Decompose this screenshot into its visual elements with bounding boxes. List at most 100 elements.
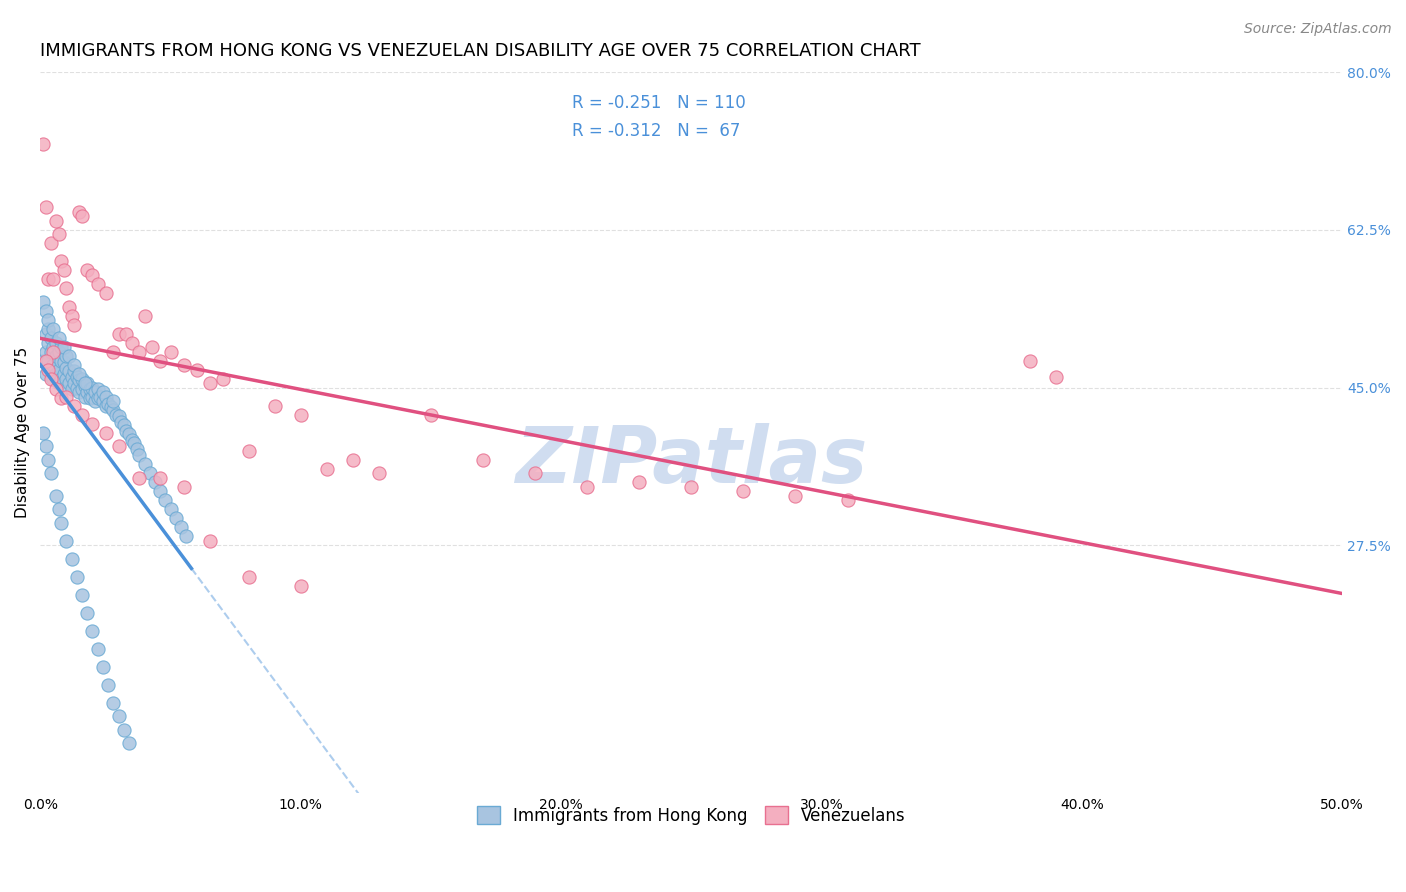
Point (121, 433, 143, 447)
Point (37, 322, 59, 336)
Point (238, 569, 260, 583)
Point (60, 309, 83, 323)
Point (342, 452, 364, 467)
Point (32, 295, 55, 310)
Point (91, 659, 114, 673)
Point (837, 493, 859, 508)
Point (174, 529, 197, 543)
Point (107, 439, 129, 453)
Point (76, 384, 98, 399)
Point (104, 408, 127, 422)
Point (94, 285, 117, 300)
Point (70, 210, 93, 224)
Point (128, 470, 150, 484)
Point (51, 371, 73, 385)
Point (55, 390, 77, 404)
Point (51, 516, 73, 530)
Point (115, 424, 138, 438)
Point (34, 353, 56, 368)
Point (107, 409, 129, 424)
Point (70, 382, 93, 396)
Point (115, 326, 138, 341)
Point (55, 371, 77, 385)
Point (32, 425, 55, 440)
Point (82, 624, 104, 638)
Point (70, 371, 93, 385)
Point (34, 201, 56, 215)
Point (82, 268, 104, 282)
Point (84, 384, 107, 399)
Point (70, 408, 93, 422)
Point (73, 378, 96, 392)
Point (37, 313, 59, 327)
Point (681, 479, 703, 493)
Point (42, 340, 65, 354)
Point (472, 452, 495, 467)
Point (420, 408, 443, 422)
Point (45, 489, 67, 503)
Point (211, 371, 233, 385)
Point (55, 349, 77, 363)
Point (69, 373, 91, 387)
Point (785, 489, 807, 503)
Text: R = -0.312   N =  67: R = -0.312 N = 67 (572, 122, 740, 140)
Point (290, 408, 312, 422)
Point (52, 263, 75, 277)
Point (73, 376, 96, 390)
Point (55, 360, 77, 375)
Point (149, 470, 172, 484)
Point (63, 318, 86, 332)
Text: Source: ZipAtlas.com: Source: ZipAtlas.com (1244, 22, 1392, 37)
Point (60, 369, 83, 384)
Point (51, 254, 73, 268)
Point (63, 364, 86, 378)
Point (76, 606, 98, 620)
Point (37, 353, 59, 368)
Point (52, 355, 75, 369)
Point (118, 736, 141, 750)
Point (159, 344, 181, 359)
Point (48, 362, 70, 376)
Point (63, 358, 86, 372)
Point (263, 399, 285, 413)
Point (66, 369, 89, 384)
Point (125, 442, 148, 456)
Point (134, 309, 156, 323)
Point (37, 272, 59, 286)
Point (149, 484, 172, 499)
Point (52, 340, 75, 354)
Point (149, 353, 172, 368)
Point (733, 484, 755, 499)
Point (39, 362, 62, 376)
Point (39, 331, 62, 345)
Point (89, 390, 111, 404)
Point (159, 502, 181, 516)
Point (66, 380, 89, 394)
Point (110, 415, 132, 429)
Point (48, 227, 70, 242)
Point (69, 384, 91, 399)
Point (103, 696, 125, 710)
Point (42, 358, 65, 372)
Point (51, 353, 73, 368)
Point (112, 723, 135, 737)
Point (48, 502, 70, 516)
Point (45, 349, 67, 363)
Point (134, 457, 156, 471)
Point (82, 390, 104, 404)
Point (628, 475, 651, 489)
Point (103, 403, 125, 417)
Point (45, 367, 67, 381)
Point (79, 392, 101, 406)
Point (37, 335, 59, 350)
Point (103, 394, 125, 409)
Point (121, 335, 143, 350)
Point (39, 344, 62, 359)
Point (128, 448, 150, 462)
Point (367, 466, 389, 480)
Point (103, 344, 125, 359)
Point (48, 376, 70, 390)
Point (69, 367, 91, 381)
Point (122, 436, 145, 450)
Point (32, 137, 55, 152)
